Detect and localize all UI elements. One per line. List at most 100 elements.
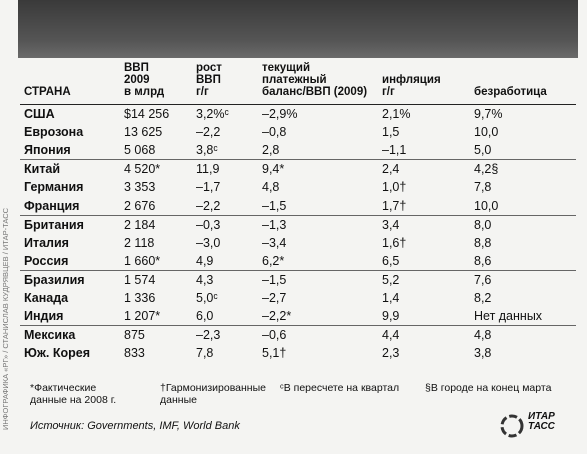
header-row: СТРАНА ВВП 2009 в млрд рост ВВП г/г текущий…: [20, 60, 576, 105]
value-cell: 7,8: [196, 346, 214, 361]
value-cell: 7,8: [474, 180, 492, 195]
table-row: Германия 3 353 –1,7 4,8 1,0† 7,8: [20, 178, 576, 196]
country-cell: Италия: [24, 235, 69, 250]
value-cell: 1,4: [382, 290, 400, 305]
value-cell: –1,7: [196, 180, 221, 195]
value-cell: $14 256: [124, 107, 170, 122]
value-cell: 1,0†: [382, 180, 407, 195]
column-header: рост ВВП г/г: [192, 60, 258, 105]
value-cell: 3 353: [124, 180, 156, 195]
value-cell: –2,2: [196, 198, 221, 213]
value-cell: –1,5: [258, 269, 378, 289]
value-cell: –3,0: [196, 235, 221, 250]
value-cell: 833: [124, 346, 145, 361]
value-cell: 4,2§: [470, 159, 576, 179]
value-cell: –1,5: [262, 198, 287, 213]
country-cell: Канада: [24, 290, 69, 305]
value-cell: 2,8: [262, 143, 280, 158]
value-cell: –0,6: [258, 325, 378, 345]
value-cell: 5,0ᶜ: [196, 290, 218, 305]
value-cell: 10,0: [474, 125, 499, 140]
footnote: *Фактические данные на 2008 г.: [30, 382, 117, 406]
value-cell: 2,1%: [382, 107, 411, 122]
side-credit: ИНФОГРАФИКА «РГ» / СТАНИСЛАВ КУДРЯВЦЕВ /…: [1, 207, 10, 430]
country-cell: Британия: [20, 214, 120, 234]
value-cell: 875: [120, 325, 192, 345]
value-cell: 9,7%: [474, 107, 503, 122]
table-row: Япония 5 068 3,8ᶜ 2,8 –1,1 5,0: [20, 141, 576, 160]
table-body: США $14 256 3,2%ᶜ –2,9% 2,1% 9,7% Еврозона 13 6…: [20, 105, 576, 363]
table-row: Китай 4 520* 11,9 9,4* 2,4 4,2§: [20, 159, 576, 179]
table-row: Франция 2 676 –2,2 –1,5 1,7† 10,0: [20, 196, 576, 215]
value-cell: 1,5: [382, 125, 400, 140]
value-cell: 5,1†: [262, 346, 287, 361]
value-cell: –0,8: [262, 125, 287, 140]
value-cell: 8,8: [474, 235, 492, 250]
value-cell: 3,2%ᶜ: [196, 107, 229, 122]
column-header: СТРАНА: [20, 60, 120, 105]
value-cell: 2 184: [120, 214, 192, 234]
logo: ИТАР ТАСС: [528, 411, 555, 432]
value-cell: –1,1: [382, 143, 407, 158]
country-cell: Россия: [24, 253, 69, 268]
value-cell: –0,3: [192, 214, 258, 234]
country-cell: Юж. Корея: [24, 346, 90, 361]
column-header: инфляция г/г: [378, 60, 470, 105]
data-table: СТРАНА ВВП 2009 в млрд рост ВВП г/г текущий…: [20, 60, 576, 362]
value-cell: 9,4*: [258, 159, 378, 179]
value-cell: –2,2: [196, 125, 221, 140]
value-cell: 5,0: [474, 143, 492, 158]
value-cell: –2,7: [262, 290, 287, 305]
value-cell: 13 625: [124, 125, 163, 140]
country-cell: Япония: [24, 143, 71, 158]
value-cell: 2 118: [124, 235, 155, 250]
table-row: Юж. Корея 833 7,8 5,1† 2,3 3,8: [20, 344, 576, 362]
value-cell: 2 676: [124, 198, 156, 213]
table-row: США $14 256 3,2%ᶜ –2,9% 2,1% 9,7%: [20, 105, 576, 124]
country-cell: Германия: [24, 180, 84, 195]
value-cell: 3,8ᶜ: [196, 143, 218, 158]
table-row: Бразилия 1 574 4,3 –1,5 5,2 7,6: [20, 269, 576, 289]
country-cell: США: [24, 107, 55, 122]
value-cell: 5 068: [124, 143, 156, 158]
country-cell: Еврозона: [24, 125, 84, 140]
country-cell: Бразилия: [20, 269, 120, 289]
value-cell: 4,4: [378, 325, 470, 345]
value-cell: 5,2: [378, 269, 470, 289]
country-cell: Китай: [20, 159, 120, 179]
value-cell: 6,5: [382, 253, 400, 268]
value-cell: 6,2*: [262, 253, 285, 268]
value-cell: 1,7†: [382, 198, 407, 213]
value-cell: 1 660*: [124, 253, 161, 268]
value-cell: 8,6: [474, 253, 492, 268]
value-cell: 3,8: [474, 346, 492, 361]
value-cell: 1 574: [120, 269, 192, 289]
value-cell: 4,8: [262, 180, 280, 195]
value-cell: 9,9: [382, 309, 400, 324]
value-cell: 1,6†: [382, 235, 407, 250]
value-cell: 2,4: [378, 159, 470, 179]
column-header: ВВП 2009 в млрд: [120, 60, 192, 105]
value-cell: –3,4: [262, 235, 287, 250]
value-cell: –1,3: [258, 214, 378, 234]
value-cell: 8,0: [470, 214, 576, 234]
footnote: §В городе на конец марта: [425, 382, 552, 394]
value-cell: 10,0: [474, 198, 499, 213]
value-cell: 7,6: [470, 269, 576, 289]
footnote: ᶜВ пересчете на квартал: [280, 382, 400, 394]
value-cell: –2,3: [192, 325, 258, 345]
value-cell: 1 207*: [124, 309, 161, 324]
table-row: Индия 1 207* 6,0 –2,2* 9,9 Нет данных: [20, 307, 576, 326]
country-cell: Индия: [24, 309, 64, 324]
country-cell: Мексика: [20, 325, 120, 345]
table-row: Россия 1 660* 4,9 6,2* 6,5 8,6: [20, 252, 576, 271]
value-cell: Нет данных: [474, 309, 543, 324]
footnote: †Гармонизированные данные: [160, 382, 266, 406]
source: Источник: Governments, IMF, World Bank: [30, 420, 240, 432]
table-row: Еврозона 13 625 –2,2 –0,8 1,5 10,0: [20, 123, 576, 141]
value-cell: 4,9: [196, 253, 214, 268]
value-cell: 2,3: [382, 346, 400, 361]
country-cell: Франция: [24, 198, 80, 213]
value-cell: 4,8: [470, 325, 576, 345]
